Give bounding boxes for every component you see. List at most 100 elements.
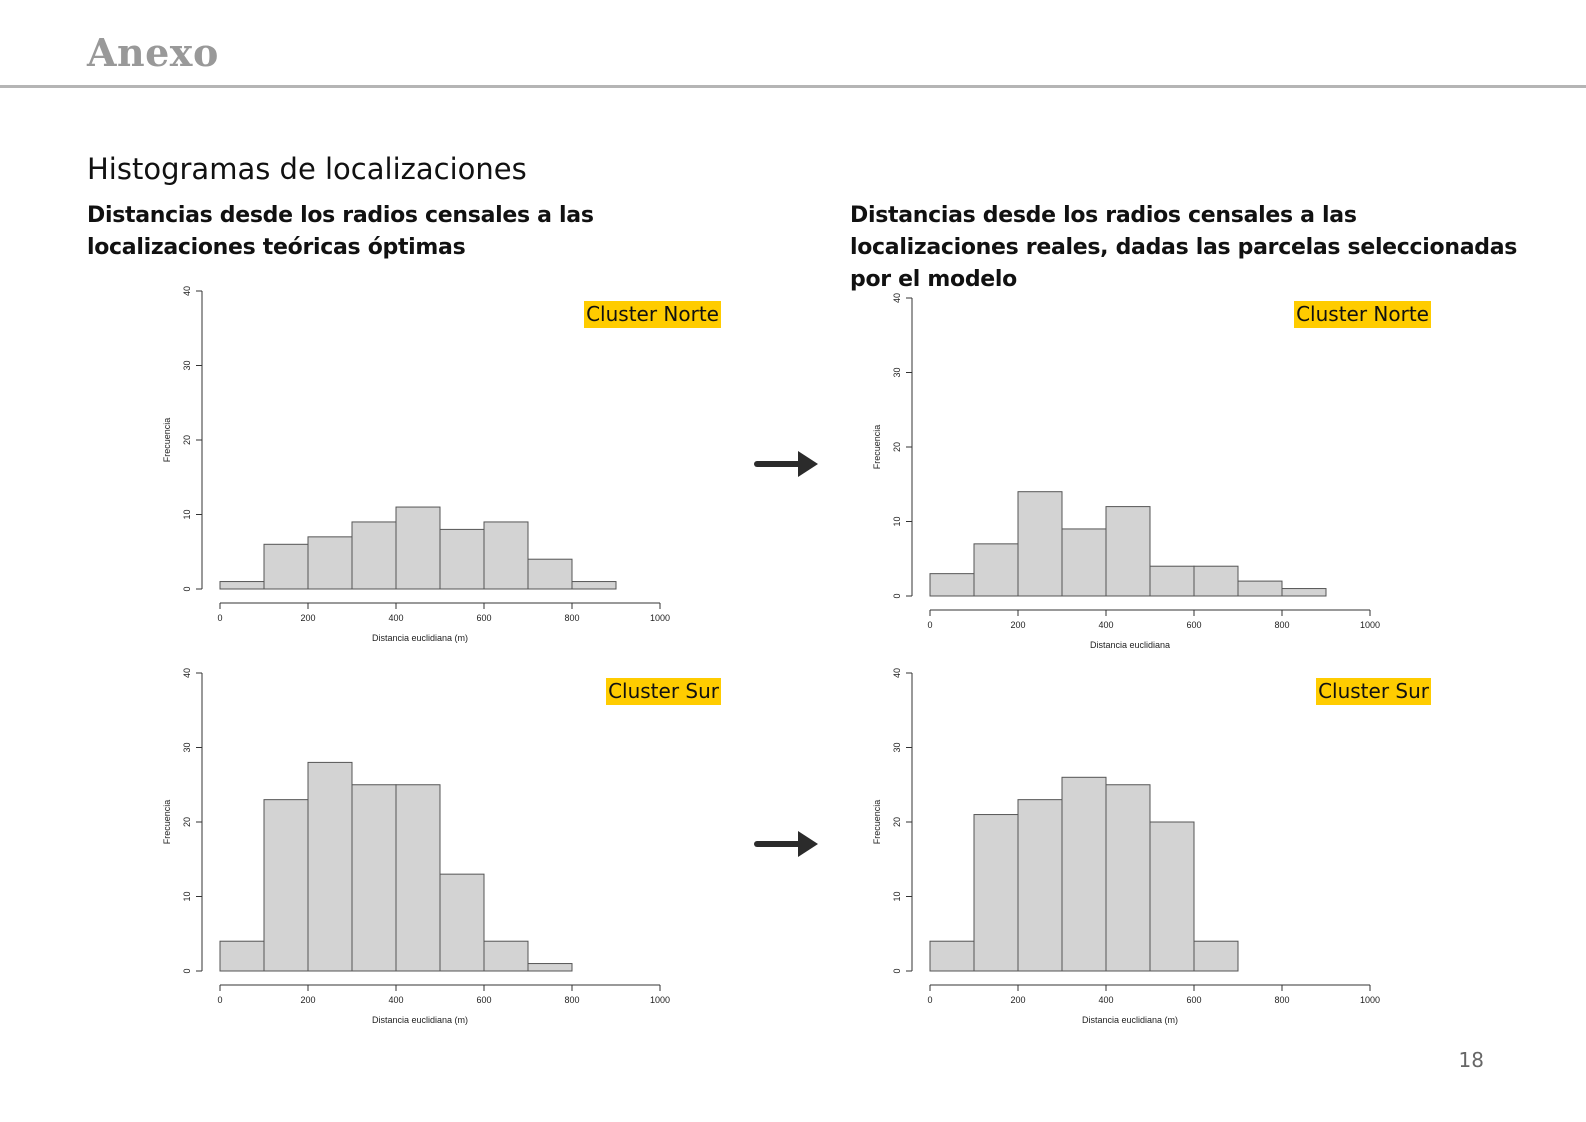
histogram-norte-real: 0 10 20 30 40 Frecuencia 0 200 400 600 800 1000 Dist…	[870, 290, 1431, 660]
histogram-sur-real-svg: 0 10 20 30 40 Frecuencia 0 200 400 600 800 1000 Dist…	[872, 668, 1380, 1025]
y-tick-label: 40	[892, 668, 902, 678]
x-tick-label: 200	[1010, 995, 1025, 1005]
histogram-bar	[1193, 565, 1239, 597]
y-tick-label: 0	[182, 968, 192, 973]
histogram-bar	[1017, 799, 1063, 972]
y-axis-label: Frecuencia	[162, 800, 172, 845]
right-column-heading: Distancias desde los radios censales a l…	[850, 203, 1518, 292]
histogram-bar	[307, 536, 353, 590]
histogram-bar	[571, 581, 617, 590]
x-tick-label: 200	[300, 995, 315, 1005]
x-tick-label: 800	[564, 613, 579, 623]
x-tick-label: 1000	[1360, 995, 1380, 1005]
histogram-bar	[1061, 776, 1107, 972]
x-tick-label: 0	[217, 995, 222, 1005]
histogram-bar	[263, 799, 309, 972]
histogram-sur-teorico: 0 10 20 30 40 Frecuencia 0 200 400 600 800 1000 Dist…	[160, 665, 721, 1035]
x-axis-label: Distancia euclidiana (m)	[372, 633, 468, 643]
y-tick-label: 20	[892, 442, 902, 452]
x-tick-label: 600	[1186, 620, 1201, 630]
x-axis-label: Distancia euclidiana (m)	[372, 1015, 468, 1025]
cluster-tag-norte-teorico: Cluster Norte	[584, 301, 721, 328]
histogram-bar	[1017, 491, 1063, 597]
y-tick-label: 10	[182, 891, 192, 901]
histogram-norte-teorico-svg: 0 10 20 30 40 Frecuencia 0 200 400 600 800 1000 Dist…	[162, 286, 670, 643]
y-tick-label: 30	[892, 742, 902, 752]
x-tick-label: 0	[927, 995, 932, 1005]
y-tick-label: 40	[182, 286, 192, 296]
x-tick-label: 400	[388, 995, 403, 1005]
y-tick-label: 40	[892, 293, 902, 303]
histogram-sur-teorico-svg: 0 10 20 30 40 Frecuencia 0 200 400 600 800 1000 Dist…	[162, 668, 670, 1025]
y-tick-label: 30	[892, 367, 902, 377]
cluster-tag-sur-teorico: Cluster Sur	[606, 678, 721, 705]
title-divider	[0, 85, 1586, 88]
x-tick-label: 200	[300, 613, 315, 623]
histogram-bar	[263, 543, 309, 590]
histogram-bar	[527, 558, 573, 590]
y-tick-label: 20	[182, 435, 192, 445]
y-tick-label: 40	[182, 668, 192, 678]
x-tick-label: 600	[1186, 995, 1201, 1005]
histogram-bar	[439, 528, 485, 590]
x-tick-label: 600	[476, 995, 491, 1005]
y-axis-label: Frecuencia	[872, 425, 882, 470]
x-tick-label: 1000	[1360, 620, 1380, 630]
y-tick-label: 0	[892, 968, 902, 973]
cluster-tag-norte-real: Cluster Norte	[1294, 301, 1431, 328]
y-axis-label: Frecuencia	[872, 800, 882, 845]
cluster-tag-sur-real: Cluster Sur	[1316, 678, 1431, 705]
right-arrow-icon	[754, 451, 818, 477]
histogram-bar	[1105, 784, 1151, 972]
histogram-bar	[439, 873, 485, 972]
histogram-bar	[395, 784, 441, 972]
histogram-norte-teorico: 0 10 20 30 40 Frecuencia 0 200 400 600 800 1000 Dist…	[160, 283, 721, 653]
x-axis-label: Distancia euclidiana (m)	[1082, 1015, 1178, 1025]
y-tick-label: 0	[892, 593, 902, 598]
y-tick-label: 10	[892, 516, 902, 526]
histogram-bar	[1193, 940, 1239, 972]
x-tick-label: 400	[1098, 995, 1113, 1005]
histogram-bar	[351, 784, 397, 972]
y-tick-label: 20	[182, 817, 192, 827]
histogram-bar	[307, 761, 353, 972]
histogram-bar	[527, 963, 573, 972]
x-tick-label: 1000	[650, 995, 670, 1005]
histogram-bar	[395, 506, 441, 590]
slide-title: Anexo	[87, 30, 219, 75]
y-tick-label: 10	[182, 509, 192, 519]
histogram-bar	[483, 940, 529, 972]
histogram-bar	[973, 543, 1019, 597]
y-tick-label: 10	[892, 891, 902, 901]
y-axis-label: Frecuencia	[162, 418, 172, 463]
y-tick-label: 30	[182, 742, 192, 752]
x-tick-label: 0	[927, 620, 932, 630]
x-tick-label: 800	[1274, 620, 1289, 630]
histogram-bar	[1149, 821, 1195, 972]
histogram-bar	[1061, 528, 1107, 597]
histogram-sur-real: 0 10 20 30 40 Frecuencia 0 200 400 600 800 1000 Dist…	[870, 665, 1431, 1035]
x-tick-label: 1000	[650, 613, 670, 623]
histogram-bar	[1281, 588, 1327, 597]
x-tick-label: 400	[1098, 620, 1113, 630]
x-tick-label: 0	[217, 613, 222, 623]
histogram-norte-real-svg: 0 10 20 30 40 Frecuencia 0 200 400 600 800 1000 Dist…	[872, 293, 1380, 650]
x-tick-label: 600	[476, 613, 491, 623]
y-tick-label: 20	[892, 817, 902, 827]
page-number: 18	[1458, 1048, 1484, 1072]
y-tick-label: 0	[182, 586, 192, 591]
right-arrow-icon	[754, 831, 818, 857]
histogram-bar	[219, 581, 265, 590]
x-tick-label: 800	[1274, 995, 1289, 1005]
x-axis-label: Distancia euclidiana	[1090, 640, 1170, 650]
histogram-bar	[219, 940, 265, 972]
histogram-bar	[1237, 580, 1283, 597]
x-tick-label: 200	[1010, 620, 1025, 630]
section-heading: Histogramas de localizaciones	[87, 152, 527, 186]
y-tick-label: 30	[182, 360, 192, 370]
histogram-bar	[1105, 506, 1151, 597]
histogram-bar	[1149, 565, 1195, 597]
histogram-bar	[351, 521, 397, 590]
x-tick-label: 400	[388, 613, 403, 623]
left-column-heading: Distancias desde los radios censales a l…	[87, 203, 594, 260]
